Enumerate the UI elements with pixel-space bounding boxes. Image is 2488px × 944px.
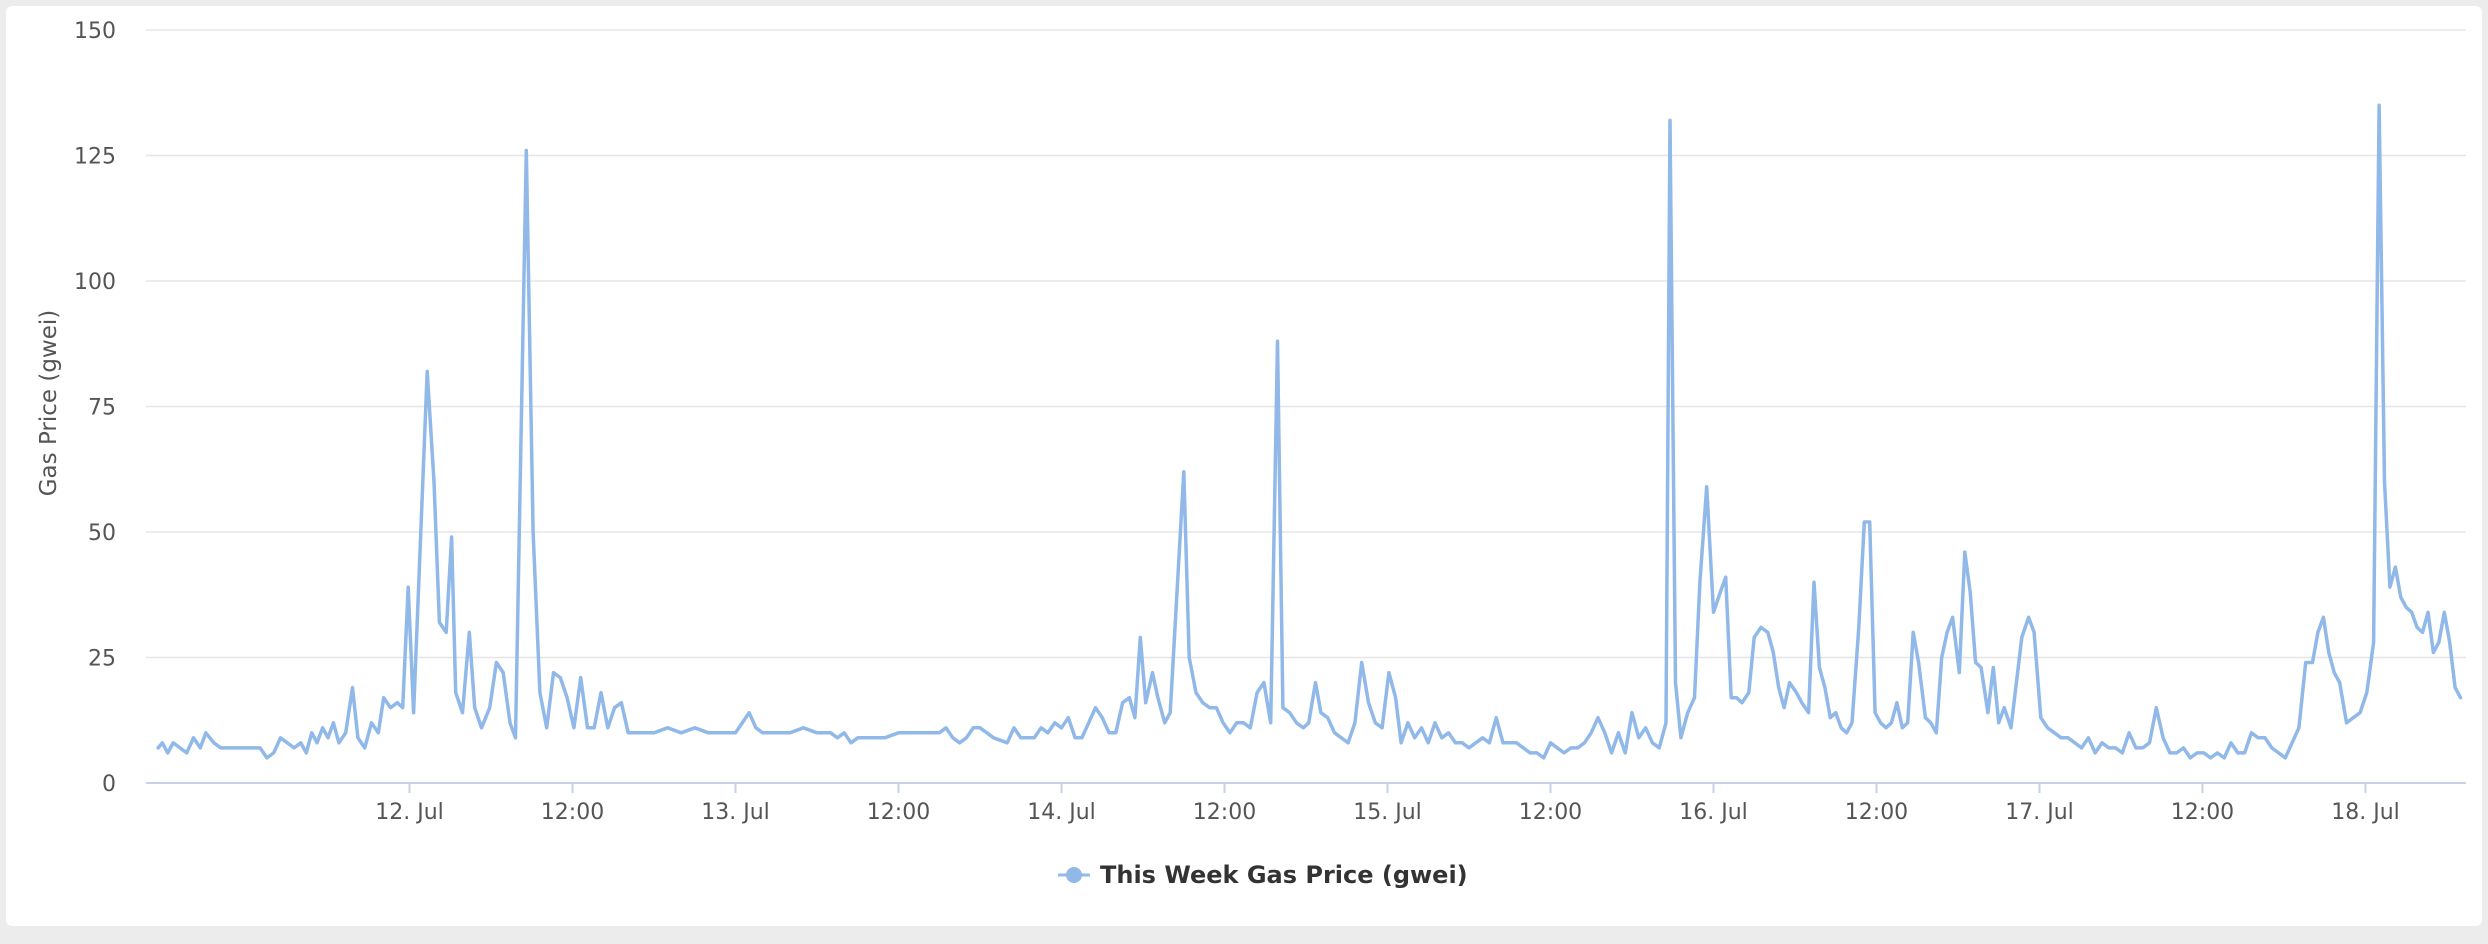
y-tick-label: 0 bbox=[102, 772, 116, 797]
chart-card bbox=[6, 6, 2482, 926]
x-tick-label: 16. Jul bbox=[1679, 800, 1748, 825]
x-tick-label: 12:00 bbox=[1845, 800, 1908, 825]
x-axis-ticks: 12. Jul 12:00 13. Jul 12:00 14. Jul 12:00 15. … bbox=[375, 783, 2400, 825]
y-tick-label: 25 bbox=[88, 647, 116, 672]
y-tick-label: 75 bbox=[88, 396, 116, 421]
grid-lines bbox=[146, 29, 2466, 659]
x-tick-label: 12:00 bbox=[1519, 800, 1582, 825]
series-line-this-week-gas-price bbox=[156, 103, 2463, 760]
x-tick-label: 12:00 bbox=[2171, 800, 2234, 825]
x-tick-label: 18. Jul bbox=[2331, 800, 2400, 825]
x-tick-label: 15. Jul bbox=[1353, 800, 1422, 825]
y-tick-label: 125 bbox=[74, 145, 116, 170]
legend-label: This Week Gas Price (gwei) bbox=[1100, 861, 1468, 889]
y-tick-label: 100 bbox=[74, 270, 116, 295]
legend-dot-marker bbox=[1066, 867, 1082, 883]
y-axis-ticks: 0 25 50 75 100 125 150 bbox=[74, 19, 116, 797]
x-tick-label: 17. Jul bbox=[2005, 800, 2074, 825]
x-tick-label: 13. Jul bbox=[701, 800, 770, 825]
x-tick-label: 12:00 bbox=[1193, 800, 1256, 825]
x-tick-label: 12:00 bbox=[541, 800, 604, 825]
y-tick-label: 50 bbox=[88, 521, 116, 546]
x-tick-label: 12:00 bbox=[867, 800, 930, 825]
x-tick-label: 12. Jul bbox=[375, 800, 444, 825]
x-tick-label: 14. Jul bbox=[1027, 800, 1096, 825]
y-axis-label: Gas Price (gwei) bbox=[36, 310, 62, 497]
legend[interactable]: This Week Gas Price (gwei) bbox=[1058, 861, 1468, 889]
y-tick-label: 150 bbox=[74, 19, 116, 44]
